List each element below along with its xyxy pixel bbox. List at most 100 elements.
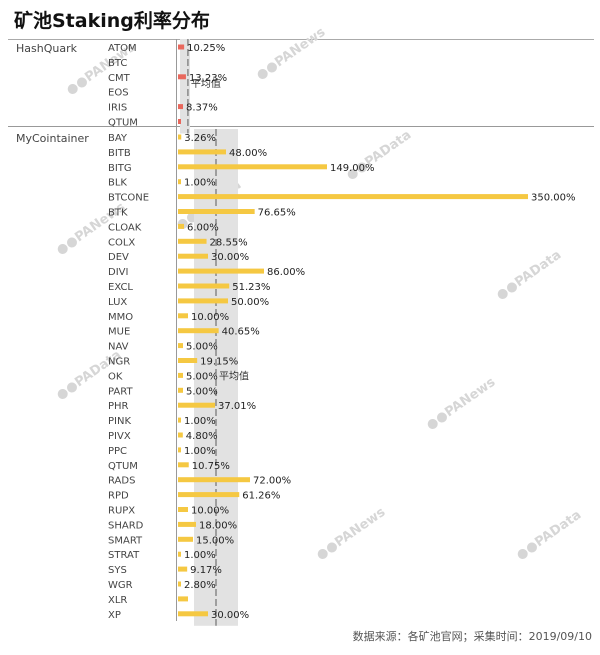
category-label: RUPX xyxy=(108,506,135,517)
bar xyxy=(178,447,181,453)
data-label: 10.00% xyxy=(191,506,229,517)
group-separator xyxy=(8,126,594,127)
bar xyxy=(178,551,181,557)
category-label: DEV xyxy=(108,252,129,263)
bar xyxy=(178,164,327,170)
data-label: 2.80% xyxy=(184,580,216,591)
bar xyxy=(178,402,216,408)
category-label: CLOAK xyxy=(108,222,142,233)
category-label: SHARD xyxy=(108,520,144,531)
category-label: XP xyxy=(108,610,121,621)
data-label: 15.00% xyxy=(196,535,234,546)
data-label: 350.00% xyxy=(531,193,576,204)
bar xyxy=(178,194,528,200)
category-label: NGR xyxy=(108,357,130,368)
category-label: MUE xyxy=(108,327,130,338)
bar xyxy=(178,313,188,319)
bar xyxy=(178,44,185,50)
bar xyxy=(178,134,182,140)
bar xyxy=(178,343,183,349)
data-label: 30.00% xyxy=(211,610,249,621)
bar xyxy=(178,209,255,214)
data-label: 5.00% xyxy=(186,386,218,397)
category-label: PART xyxy=(108,386,133,397)
category-label: WGR xyxy=(108,580,133,591)
data-label: 37.01% xyxy=(218,401,256,412)
data-label: 149.00% xyxy=(330,163,375,174)
category-label: PIVX xyxy=(108,431,131,442)
category-label: PHR xyxy=(108,401,129,412)
category-label: CMT xyxy=(108,73,131,84)
watermark-text: ●●PAData xyxy=(344,128,415,184)
data-label: 30.00% xyxy=(211,252,249,263)
bar xyxy=(178,596,188,602)
group-label: HashQuark xyxy=(16,42,78,55)
category-label: ATOM xyxy=(108,43,137,54)
category-label: SYS xyxy=(108,565,127,576)
category-label: STRAT xyxy=(108,550,140,561)
data-label: 4.80% xyxy=(186,431,218,442)
bar xyxy=(178,507,188,512)
data-label: 51.23% xyxy=(232,282,270,293)
category-label: RPD xyxy=(108,491,129,502)
data-source-note: 数据来源：各矿池官网；采集时间：2019/09/10 xyxy=(352,630,592,643)
average-band xyxy=(180,39,190,134)
category-label: EOS xyxy=(108,88,129,99)
data-label: 19.15% xyxy=(200,357,238,368)
category-label: LUX xyxy=(108,297,127,308)
category-label: IRIS xyxy=(108,103,127,114)
data-label: 1.00% xyxy=(184,178,216,189)
bar xyxy=(178,387,183,393)
category-label: OK xyxy=(108,371,123,382)
bar xyxy=(178,611,208,617)
category-label: BITB xyxy=(108,148,131,159)
category-label: BTK xyxy=(108,208,128,219)
category-label: SMART xyxy=(108,535,143,546)
data-label: 8.37% xyxy=(186,103,218,114)
category-label: BLK xyxy=(108,178,127,189)
bar xyxy=(178,566,188,572)
data-label: 72.00% xyxy=(253,476,291,487)
category-label: PPC xyxy=(108,446,127,457)
data-label: 18.00% xyxy=(199,520,237,531)
average-label: 平均值 xyxy=(191,77,221,90)
data-label: 61.26% xyxy=(242,491,280,502)
bar xyxy=(178,179,181,185)
bar xyxy=(178,358,198,363)
chart-title: 矿池Staking利率分布 xyxy=(14,10,210,32)
bar xyxy=(178,492,240,498)
data-label: 13.23% xyxy=(189,73,227,84)
watermark-text: ●●PANews xyxy=(314,505,389,564)
bar xyxy=(178,149,226,155)
bar xyxy=(178,462,189,468)
bar xyxy=(178,581,181,587)
bar xyxy=(178,268,264,274)
category-label: PINK xyxy=(108,416,131,427)
category-label: BITG xyxy=(108,163,132,174)
bar xyxy=(178,104,184,110)
bar xyxy=(178,238,207,244)
category-label: MMO xyxy=(108,312,133,323)
category-label: BTC xyxy=(108,58,127,69)
bar xyxy=(178,298,228,304)
watermark-text: ●●PAData xyxy=(514,508,585,564)
bar xyxy=(178,328,219,334)
data-label: 1.00% xyxy=(184,416,216,427)
average-label: 平均值 xyxy=(219,369,249,382)
category-label: COLX xyxy=(108,237,135,248)
category-label: BAY xyxy=(108,133,128,144)
category-label: QTUM xyxy=(108,461,138,472)
data-label: 48.00% xyxy=(229,148,267,159)
bar xyxy=(178,372,183,378)
category-label: QTUM xyxy=(108,118,138,129)
data-label: 76.65% xyxy=(258,208,296,219)
data-label: 5.00% xyxy=(186,371,218,382)
category-label: BTCONE xyxy=(108,193,149,204)
data-label: 10.75% xyxy=(192,461,230,472)
watermark-text: ●●PANews xyxy=(424,375,499,434)
bar xyxy=(178,417,181,423)
data-label: 50.00% xyxy=(231,297,269,308)
data-label: 10.25% xyxy=(187,43,225,54)
category-label: EXCL xyxy=(108,282,133,293)
